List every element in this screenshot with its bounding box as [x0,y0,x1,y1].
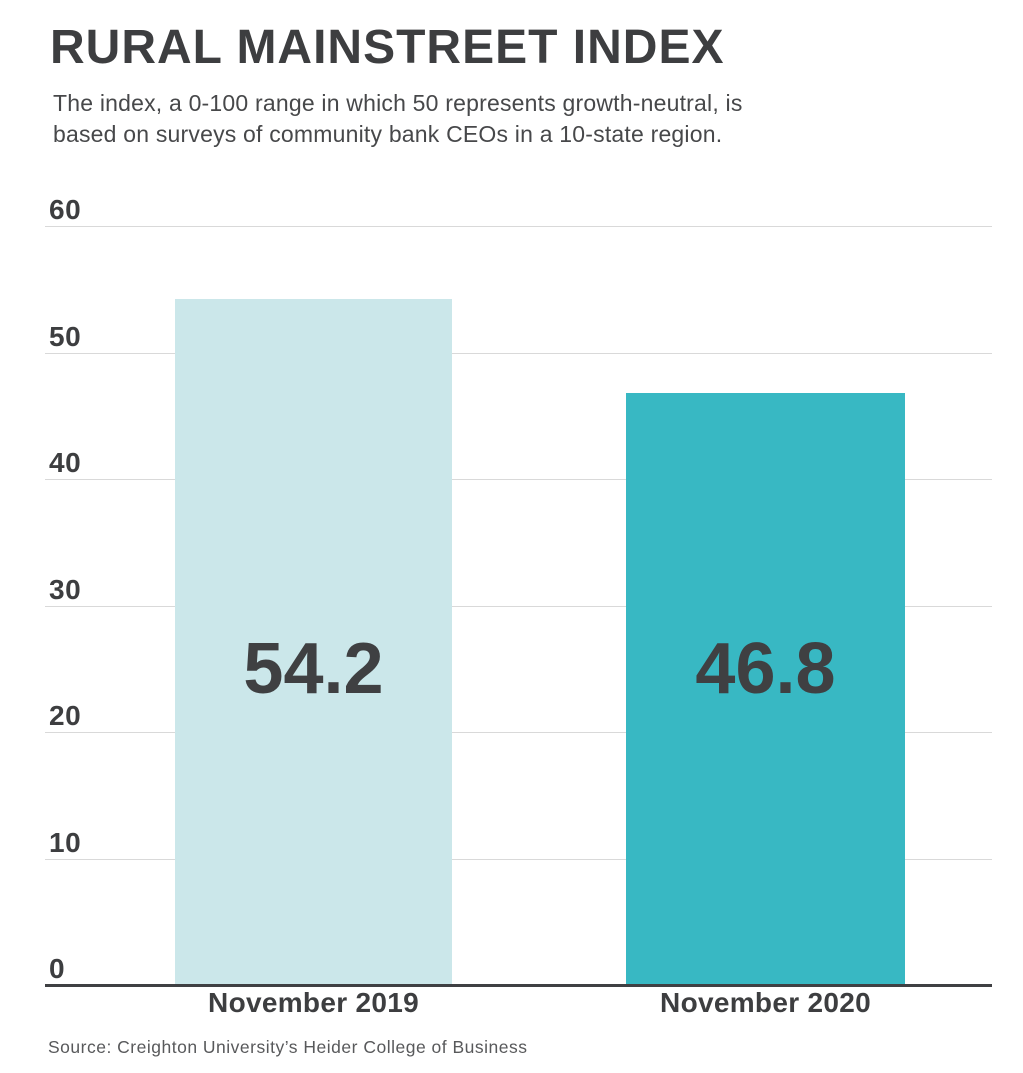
y-axis-tick-label-0: 0 [49,953,66,984]
y-axis-tick-label-30: 30 [49,573,82,605]
y-axis-tick-label-40: 40 [49,447,82,478]
bar-value-label-november-2019: 54.2 [243,628,384,709]
bar-value-label-november-2020: 46.8 [695,628,836,709]
x-axis-category-label-november-2019: November 2019 [208,987,419,1018]
x-axis-category-label-november-2020: November 2020 [660,987,871,1018]
y-axis-tick-label-10: 10 [49,826,82,858]
chart-subtitle: The index, a 0-100 range in which 50 rep… [53,88,743,150]
x-axis-line [45,984,992,987]
gridline-40 [45,479,992,480]
gridline-10 [45,858,992,860]
y-axis-tick-label-60: 60 [49,194,82,225]
chart-subtitle-line-1: The index, a 0-100 range in which 50 rep… [53,90,743,116]
chart-title: RURAL MAINSTREET INDEX [50,21,725,74]
bar-november-2019: 54.2 [175,299,452,985]
gridline-60 [45,226,992,227]
chart-subtitle-line-2: based on surveys of community bank CEOs … [53,121,723,147]
bar-november-2020: 46.8 [626,392,905,985]
y-axis-tick-label-20: 20 [49,700,82,731]
gridline-30 [45,605,992,607]
source-attribution: Source: Creighton University’s Heider Co… [48,1037,528,1057]
gridline-20 [45,732,992,733]
y-axis-tick-label-50: 50 [49,320,82,352]
gridline-50 [45,352,992,354]
